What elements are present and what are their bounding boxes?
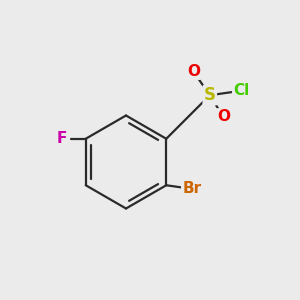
Text: O: O	[187, 64, 200, 79]
Text: S: S	[204, 86, 216, 104]
Text: F: F	[56, 131, 67, 146]
Text: Cl: Cl	[233, 83, 249, 98]
Text: O: O	[217, 109, 230, 124]
Text: Br: Br	[182, 181, 201, 196]
